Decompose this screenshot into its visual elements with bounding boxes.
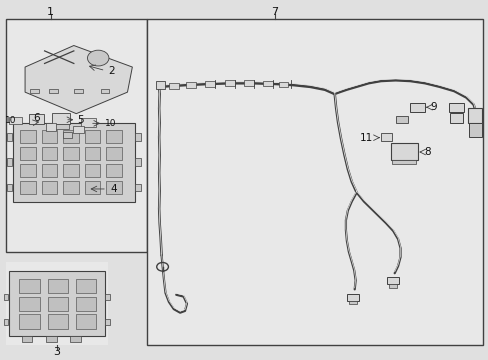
Bar	[63, 132, 72, 138]
Bar	[84, 130, 100, 143]
Bar	[19, 297, 40, 311]
Bar	[63, 164, 79, 177]
Bar	[5, 19, 147, 252]
Bar	[205, 81, 215, 87]
Bar	[76, 279, 96, 293]
Bar	[73, 126, 83, 134]
Bar	[29, 114, 43, 125]
Bar	[395, 116, 407, 123]
Bar	[20, 164, 36, 177]
Bar	[147, 19, 483, 345]
Bar	[101, 89, 109, 93]
Bar	[63, 147, 79, 160]
Circle shape	[87, 50, 109, 66]
Bar	[348, 301, 356, 305]
Bar	[391, 159, 415, 164]
Bar	[135, 134, 141, 140]
Bar	[6, 184, 12, 191]
Bar	[53, 124, 69, 129]
Text: 9: 9	[429, 102, 436, 112]
Bar	[76, 315, 96, 329]
Bar	[63, 181, 79, 194]
Bar	[13, 123, 135, 202]
Bar	[5, 262, 108, 345]
Text: 7: 7	[271, 7, 278, 17]
Bar	[45, 123, 56, 131]
Text: 3: 3	[53, 347, 60, 357]
Bar	[19, 279, 40, 293]
Bar	[168, 83, 178, 89]
Bar	[41, 181, 57, 194]
Bar	[74, 89, 82, 93]
Text: 5: 5	[77, 115, 83, 125]
Bar	[47, 315, 68, 329]
Bar	[105, 294, 110, 300]
Bar	[388, 284, 396, 288]
Bar	[390, 143, 417, 160]
Bar	[63, 130, 79, 143]
Text: 1: 1	[47, 7, 54, 17]
Bar	[47, 297, 68, 311]
Bar	[386, 277, 398, 284]
Bar	[9, 117, 21, 125]
Text: 4: 4	[110, 184, 117, 194]
Bar	[81, 118, 96, 127]
Bar	[105, 319, 110, 325]
Bar	[135, 158, 141, 166]
Bar	[263, 81, 272, 86]
Bar	[346, 294, 358, 301]
Bar	[20, 130, 36, 143]
Bar	[106, 147, 122, 160]
Bar	[46, 336, 57, 342]
Bar	[41, 164, 57, 177]
Bar	[20, 147, 36, 160]
Text: 2: 2	[108, 66, 115, 76]
Bar	[84, 147, 100, 160]
Polygon shape	[25, 45, 132, 114]
Bar	[467, 108, 482, 123]
Bar	[6, 158, 12, 166]
Text: 10: 10	[104, 119, 116, 128]
Text: 8: 8	[423, 147, 430, 157]
Bar	[41, 130, 57, 143]
Bar	[76, 297, 96, 311]
Bar	[449, 113, 462, 123]
Bar	[468, 123, 482, 137]
Bar	[278, 82, 288, 87]
Bar	[19, 315, 40, 329]
Bar	[6, 134, 12, 140]
Bar	[106, 164, 122, 177]
Text: 6: 6	[33, 113, 40, 123]
Bar	[70, 336, 81, 342]
Bar	[448, 103, 463, 112]
Bar	[41, 147, 57, 160]
Bar	[9, 271, 104, 336]
Bar	[20, 181, 36, 194]
Bar	[3, 319, 8, 325]
Bar	[135, 184, 141, 191]
Bar	[244, 80, 254, 86]
Bar	[380, 134, 391, 140]
Bar	[224, 80, 234, 86]
Bar	[47, 279, 68, 293]
Bar	[106, 130, 122, 143]
Bar	[84, 181, 100, 194]
Bar	[21, 336, 32, 342]
Bar	[52, 113, 70, 125]
Bar	[185, 82, 195, 88]
Text: 10: 10	[4, 116, 16, 125]
Bar	[156, 81, 164, 89]
Bar	[106, 181, 122, 194]
Bar	[49, 89, 58, 93]
Bar	[30, 89, 39, 93]
Bar	[3, 294, 8, 300]
Bar	[409, 103, 424, 112]
Bar	[84, 164, 100, 177]
Text: 11: 11	[359, 133, 372, 143]
